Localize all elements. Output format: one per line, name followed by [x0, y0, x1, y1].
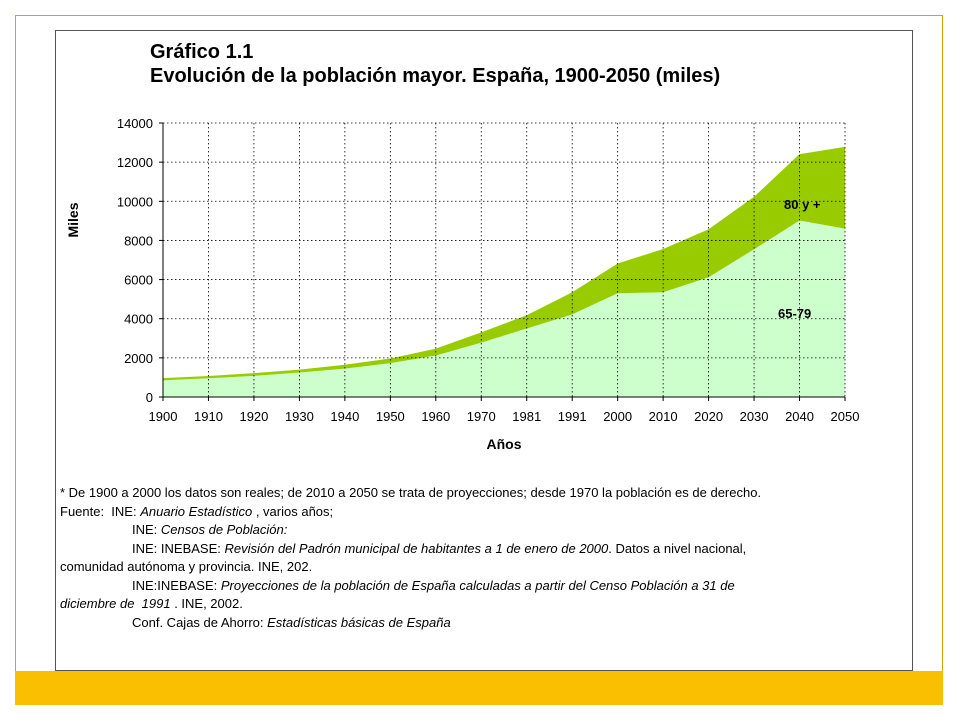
note-fuente-anuario: Anuario Estadístico [140, 503, 253, 519]
note-inebase-proyecciones: INE:INEBASE: Proyecciones de la població… [60, 577, 900, 596]
y-tick-label: 12000 [117, 155, 153, 170]
x-tick-label: 1991 [558, 409, 587, 424]
y-tick-label: 4000 [124, 312, 153, 327]
x-tick-label: 2050 [831, 409, 860, 424]
note-fuente: Fuente: INE: Anuario Estadístico , vario… [60, 503, 900, 522]
note-inebase2-cont-italic: diciembre de 1991 [60, 596, 171, 611]
area-chart: 1900 1910 1920 1930 1940 1950 1960 1970 1981 1991… [65, 116, 860, 452]
x-tick-label: 1970 [467, 409, 496, 424]
chart-title-line2: Evolución de la población mayor. España,… [150, 65, 721, 87]
y-axis-title: Miles [65, 202, 81, 237]
x-tick-label: 1950 [376, 409, 405, 424]
note-inebase-proyecciones-cont: diciembre de 1991 . INE, 2002. [60, 595, 900, 614]
note-censos-italic: Censos de Población: [160, 522, 288, 537]
note-inebase2-prefix: INE:INEBASE: [132, 577, 221, 593]
x-tick-label: 2000 [603, 409, 632, 424]
chart-title-line1: Gráfico 1.1 [150, 41, 254, 63]
note-fuente-suffix: , varios años; [252, 503, 334, 519]
note-censos: INE: Censos de Población: [60, 521, 900, 540]
y-tick-label: 0 [146, 390, 153, 405]
note-censos-prefix: INE: [132, 522, 161, 537]
note-inebase1-suffix: . Datos a nivel nacional, [608, 540, 747, 556]
note-inebase2-cont-suffix: . INE, 2002. [170, 596, 243, 611]
x-tick-label: 2030 [740, 409, 769, 424]
x-tick-label: 1910 [194, 409, 223, 424]
x-tick-label: 1940 [330, 409, 359, 424]
series-label-80-y-mas: 80 y + [784, 197, 821, 212]
y-tick-label: 14000 [117, 116, 153, 131]
area-series-0 [163, 220, 845, 397]
note-inebase2-italic: Proyecciones de la población de España c… [220, 577, 735, 593]
x-tick-label: 1920 [239, 409, 268, 424]
note-inebase-padron: INE: INEBASE: Revisión del Padrón munici… [60, 540, 900, 559]
note-cajas-italic: Estadísticas básicas de España [267, 614, 451, 630]
x-tick-label: 2010 [649, 409, 678, 424]
x-axis-title: Años [487, 436, 522, 452]
x-tick-label: 2040 [785, 409, 814, 424]
y-tick-label: 6000 [124, 273, 153, 288]
chart-title: Gráfico 1.1 Evolución de la población ma… [150, 40, 720, 88]
footer-bar [15, 671, 943, 705]
y-tick-label: 8000 [124, 233, 153, 248]
x-tick-label: 2020 [694, 409, 723, 424]
x-tick-label: 1981 [512, 409, 541, 424]
source-notes: * De 1900 a 2000 los datos son reales; d… [60, 484, 900, 632]
series-label-65-79: 65-79 [778, 306, 811, 321]
note-inebase1-prefix: INE: INEBASE: [132, 540, 225, 556]
note-data-origin: * De 1900 a 2000 los datos son reales; d… [60, 485, 762, 500]
note-cajas: Conf. Cajas de Ahorro: Estadísticas bási… [60, 614, 900, 633]
note-fuente-prefix: Fuente: INE: [60, 503, 141, 519]
y-tick-label: 10000 [117, 194, 153, 209]
x-tick-label: 1930 [285, 409, 314, 424]
y-tick-label: 2000 [124, 351, 153, 366]
note-inebase1-italic: Revisión del Padrón municipal de habitan… [224, 540, 609, 556]
note-inebase-padron-cont: comunidad autónoma y provincia. INE, 202… [60, 559, 313, 574]
x-tick-label: 1900 [149, 409, 178, 424]
x-tick-label: 1960 [421, 409, 450, 424]
note-cajas-prefix: Conf. Cajas de Ahorro: [132, 614, 268, 630]
